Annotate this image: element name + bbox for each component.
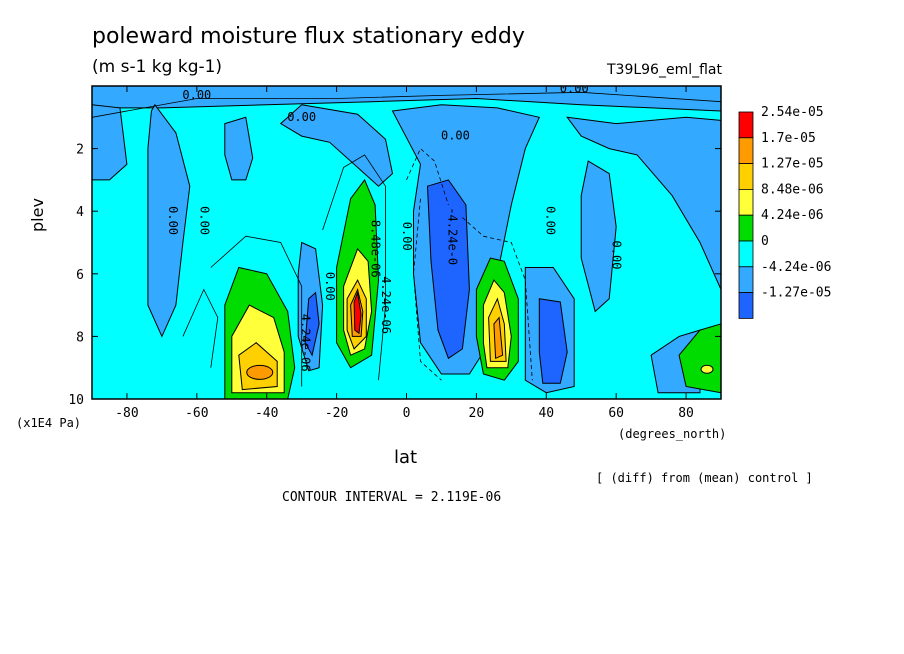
legend-label: -1.27e-05 — [761, 286, 831, 301]
y-tick-label: 10 — [68, 393, 84, 408]
legend-label: 1.27e-05 — [761, 157, 824, 172]
contour-line-plume — [322, 154, 386, 381]
legend-swatch — [738, 137, 754, 165]
chart-title: poleward moisture flux stationary eddy — [92, 24, 525, 49]
negative-region-high-lat-2 — [580, 160, 617, 313]
contour-interval-label: CONTOUR INTERVAL = 2.119E-06 — [282, 490, 502, 505]
contour-label: 4.24e-06 — [379, 276, 393, 334]
x-tick-label: -80 — [115, 406, 138, 421]
positive-max-plume — [353, 290, 362, 335]
y-tick-label: 6 — [76, 268, 84, 283]
negative-region-south — [147, 103, 191, 338]
contour-label: 4.24e-06 — [299, 314, 313, 372]
x-tick-label: -20 — [325, 406, 348, 421]
legend-swatch — [738, 163, 754, 190]
negative-region-top — [92, 86, 721, 112]
x-tick-label: 20 — [469, 406, 485, 421]
y-tick-label: 4 — [76, 205, 84, 220]
contour-line-zero-top — [92, 91, 721, 118]
y-tick-label: 2 — [76, 143, 84, 158]
legend-swatch — [738, 214, 754, 242]
legend-label: 4.24e-06 — [761, 208, 824, 223]
x-axis-units: (degrees_north) — [618, 427, 727, 441]
contour-field — [92, 86, 721, 399]
contour-labels: 0.00 0.00 0.00 0.00 0.00 0.00 0.00 0.00 0.00 0.00… — [166, 82, 624, 372]
negative-strong-north — [538, 298, 568, 384]
legend-swatch — [738, 292, 754, 319]
contour-label: 0.00 — [287, 110, 316, 124]
contour-label: 0.00 — [323, 272, 337, 301]
x-tick-label: -60 — [185, 406, 208, 421]
contour-line-north-dash — [462, 217, 533, 381]
legend-label: 8.48e-06 — [761, 182, 824, 197]
contour-line-eq-dash — [406, 147, 449, 206]
x-tick-label: 60 — [608, 406, 624, 421]
chart-units: (m s-1 kg kg-1) — [92, 57, 223, 77]
contour-label: 0.00 — [400, 222, 414, 251]
x-axis-label: lat — [394, 447, 418, 468]
negative-region-high-lat — [566, 116, 721, 290]
axes: -80 -60 -40 -20 0 20 40 60 80 2 4 6 8 10 — [68, 86, 721, 421]
x-tick-label: 40 — [538, 406, 554, 421]
negative-region-subtropic — [279, 104, 394, 187]
contour-label: 0.00 — [182, 88, 211, 102]
color-legend: 2.54e-05 1.7e-05 1.27e-05 8.48e-06 4.24e-06 0… — [738, 105, 831, 319]
negative-strong-narrow — [304, 291, 320, 357]
negative-region-small — [224, 116, 254, 181]
legend-swatch — [738, 266, 754, 293]
negative-strong-equator — [426, 179, 470, 360]
positive-max-north — [493, 316, 504, 360]
x-tick-label: -40 — [255, 406, 278, 421]
contour-line-south-2 — [182, 288, 219, 368]
positive-max-south — [246, 364, 274, 380]
negative-region-far-south — [92, 104, 128, 181]
legend-label: -4.24e-06 — [761, 260, 831, 275]
legend-swatch — [738, 188, 754, 216]
contour-label: 0.00 — [166, 206, 180, 235]
contour-label: 0.00 — [441, 129, 470, 143]
experiment-label: T39L96_eml_flat — [606, 62, 722, 78]
legend-swatch — [738, 240, 754, 268]
contour-label: 0.00 — [610, 241, 624, 270]
difference-note: [ (diff) from (mean) control ] — [596, 471, 813, 485]
y-tick-label: 8 — [76, 330, 84, 345]
contour-label: 0.00 — [560, 82, 589, 96]
contour-label: 8.48e-06 — [369, 220, 383, 278]
legend-label: 1.7e-05 — [761, 131, 816, 146]
x-tick-label: 0 — [403, 406, 411, 421]
contour-label: -4.24e-0 — [445, 207, 459, 265]
positive-region-corner — [678, 323, 721, 394]
x-tick-label: 80 — [678, 406, 694, 421]
positive-max-corner — [700, 364, 714, 374]
contour-label: 0.00 — [197, 206, 211, 235]
contour-line-eq-dash-2 — [413, 198, 442, 381]
contour-line-south — [210, 235, 303, 387]
legend-swatch — [738, 111, 754, 139]
legend-label: 2.54e-05 — [761, 105, 824, 120]
y-axis-units: (x1E4 Pa) — [16, 416, 82, 430]
contour-label: 0.00 — [543, 206, 557, 235]
legend-label: 0 — [761, 234, 769, 249]
